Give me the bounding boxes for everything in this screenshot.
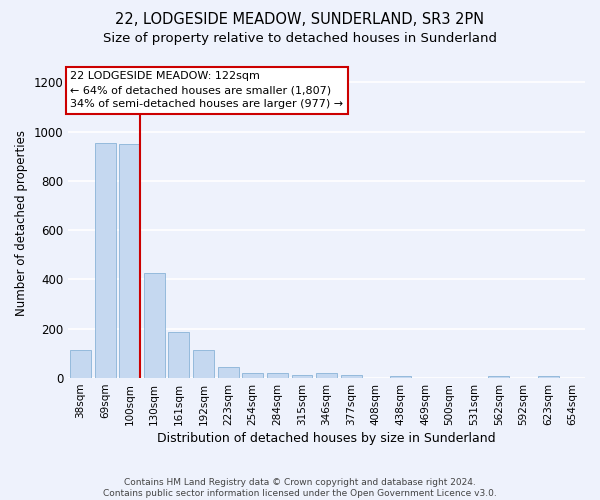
Bar <box>538 376 559 378</box>
Text: 22 LODGESIDE MEADOW: 122sqm
← 64% of detached houses are smaller (1,807)
34% of : 22 LODGESIDE MEADOW: 122sqm ← 64% of det… <box>70 71 343 109</box>
Bar <box>144 272 165 378</box>
Bar <box>341 375 362 378</box>
Bar <box>390 376 411 378</box>
Text: Size of property relative to detached houses in Sunderland: Size of property relative to detached ho… <box>103 32 497 45</box>
X-axis label: Distribution of detached houses by size in Sunderland: Distribution of detached houses by size … <box>157 432 496 445</box>
Y-axis label: Number of detached properties: Number of detached properties <box>15 130 28 316</box>
Bar <box>193 350 214 378</box>
Bar <box>70 350 91 378</box>
Text: 22, LODGESIDE MEADOW, SUNDERLAND, SR3 2PN: 22, LODGESIDE MEADOW, SUNDERLAND, SR3 2P… <box>115 12 485 28</box>
Bar <box>292 375 313 378</box>
Bar <box>242 372 263 378</box>
Text: Contains HM Land Registry data © Crown copyright and database right 2024.
Contai: Contains HM Land Registry data © Crown c… <box>103 478 497 498</box>
Bar <box>95 142 116 378</box>
Bar <box>119 144 140 378</box>
Bar <box>267 373 288 378</box>
Bar <box>169 332 190 378</box>
Bar <box>218 367 239 378</box>
Bar <box>488 376 509 378</box>
Bar <box>316 373 337 378</box>
